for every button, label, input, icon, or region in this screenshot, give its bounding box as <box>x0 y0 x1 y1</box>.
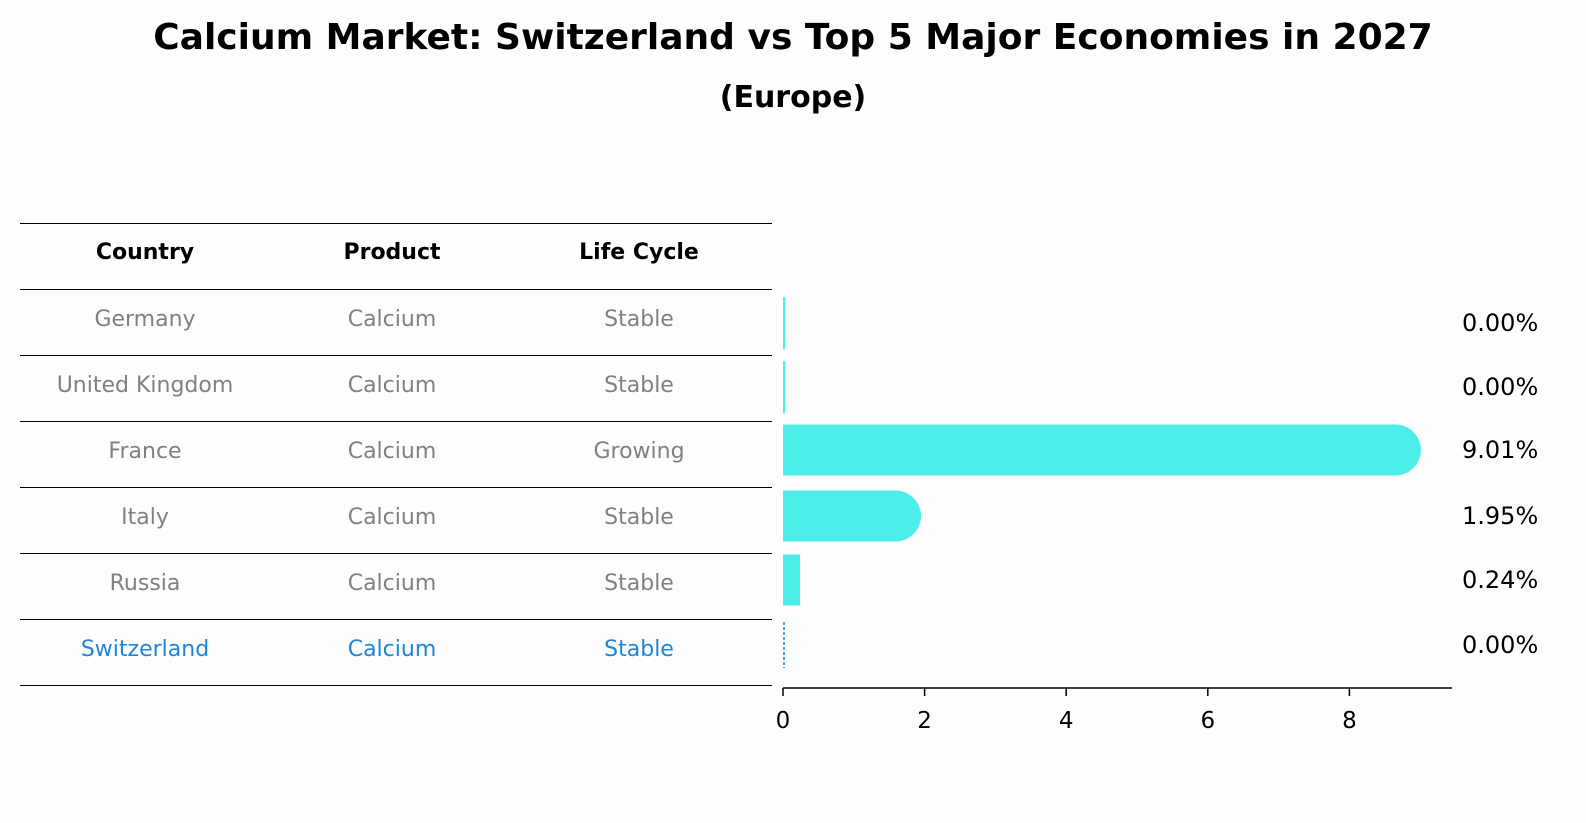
header-product: Product <box>343 240 441 265</box>
table-cell-life-cycle: Stable <box>604 571 674 596</box>
header-country: Country <box>95 240 195 265</box>
table-cell-product: Calcium <box>347 571 437 596</box>
value-label: 9.01% <box>1462 436 1538 464</box>
x-tick-label: 6 <box>1200 708 1215 734</box>
row-rule <box>20 487 772 488</box>
header-life-cycle: Life Cycle <box>579 240 699 265</box>
value-label: 0.00% <box>1462 309 1538 337</box>
chart-title: Calcium Market: Switzerland vs Top 5 Maj… <box>153 17 1433 58</box>
table-top-rule <box>20 223 772 224</box>
table-cell-product: Calcium <box>347 373 437 398</box>
header-rule <box>20 289 772 290</box>
value-label: 0.00% <box>1462 631 1538 659</box>
table-cell-life-cycle: Stable <box>604 373 674 398</box>
value-label: 1.95% <box>1462 502 1538 530</box>
table-cell-life-cycle: Stable <box>604 637 674 662</box>
table-cell-product: Calcium <box>347 505 437 530</box>
bar-russia <box>783 554 800 606</box>
table-cell-product: Calcium <box>347 439 437 464</box>
value-label: 0.24% <box>1462 566 1538 594</box>
x-tick-label: 4 <box>1059 708 1074 734</box>
table-cell-country: Italy <box>121 505 169 530</box>
table-cell-country: Germany <box>94 307 196 332</box>
table-cell-life-cycle: Stable <box>604 307 674 332</box>
row-rule <box>20 421 772 422</box>
row-rule <box>20 553 772 554</box>
chart-subtitle: (Europe) <box>719 80 867 115</box>
row-rule <box>20 685 772 686</box>
table-cell-country: Russia <box>109 571 181 596</box>
bar-italy <box>783 490 922 542</box>
x-tick-label: 8 <box>1342 708 1357 734</box>
x-tick-label: 0 <box>776 708 791 734</box>
value-label: 0.00% <box>1462 373 1538 401</box>
table-cell-product: Calcium <box>347 637 437 662</box>
table-cell-country: United Kingdom <box>56 373 234 398</box>
bar-france <box>783 424 1421 476</box>
x-tick-label: 2 <box>917 708 932 734</box>
table-cell-country: France <box>108 439 182 464</box>
table-cell-life-cycle: Stable <box>604 505 674 530</box>
table-cell-country: Switzerland <box>80 637 210 662</box>
table-cell-product: Calcium <box>347 307 437 332</box>
row-rule <box>20 355 772 356</box>
row-rule <box>20 619 772 620</box>
table-cell-life-cycle: Growing <box>593 439 685 464</box>
